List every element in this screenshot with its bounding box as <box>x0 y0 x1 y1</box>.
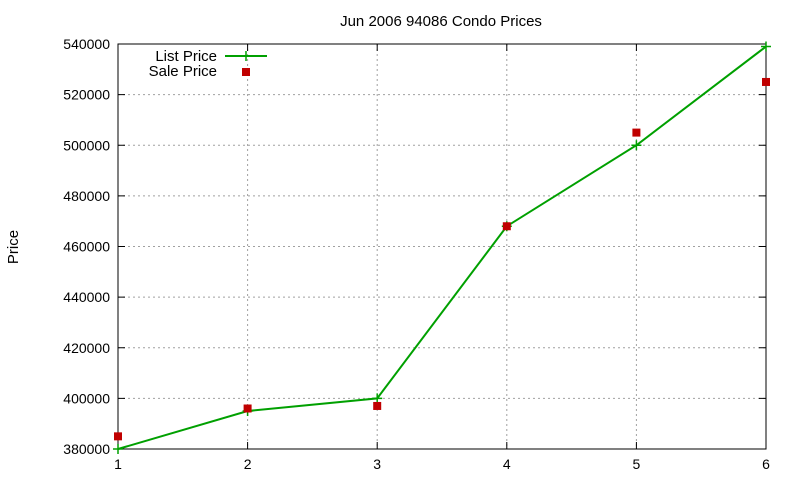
y-tick-label: 540000 <box>63 36 110 52</box>
legend-marker-list-price <box>241 51 251 61</box>
axis-ticks: 1 2 3 4 5 6 380000 400000 420000 440000 460000 4800… <box>63 36 770 472</box>
series-layer <box>113 41 771 454</box>
y-tick-label: 460000 <box>63 239 110 255</box>
legend-marker-sale-price <box>242 68 250 76</box>
y-tick-label: 400000 <box>63 390 110 406</box>
x-tick-label: 5 <box>633 456 641 472</box>
x-tick-label: 2 <box>244 456 252 472</box>
grid <box>118 44 766 449</box>
legend-label-sale-price: Sale Price <box>149 63 217 80</box>
sale-price-point <box>373 401 382 410</box>
legend-label-list-price: List Price <box>155 48 217 65</box>
sale-price-point <box>243 404 252 413</box>
x-tick-label: 4 <box>503 456 511 472</box>
x-tick-label: 3 <box>373 456 381 472</box>
y-tick-label: 520000 <box>63 87 110 103</box>
sale-price-point <box>762 77 770 86</box>
list-price-point <box>372 393 383 404</box>
y-tick-label: 380000 <box>63 441 110 457</box>
y-tick-label: 480000 <box>63 188 110 204</box>
x-tick-label: 1 <box>114 456 122 472</box>
list-price-point <box>631 140 642 151</box>
sale-price-point <box>114 432 122 441</box>
y-tick-label: 500000 <box>63 137 110 153</box>
y-axis-label: Price <box>5 230 22 264</box>
chart-title: Jun 2006 94086 Condo Prices <box>340 13 542 30</box>
list-price-point <box>113 444 123 454</box>
sale-price-point <box>502 222 511 231</box>
x-tick-label: 6 <box>762 456 770 472</box>
sale-price-point <box>632 128 641 137</box>
y-tick-label: 420000 <box>63 340 110 356</box>
list-price-point <box>761 41 771 52</box>
y-tick-label: 440000 <box>63 289 110 305</box>
list-price-line <box>117 45 767 450</box>
legend: List Price Sale Price <box>149 48 267 80</box>
